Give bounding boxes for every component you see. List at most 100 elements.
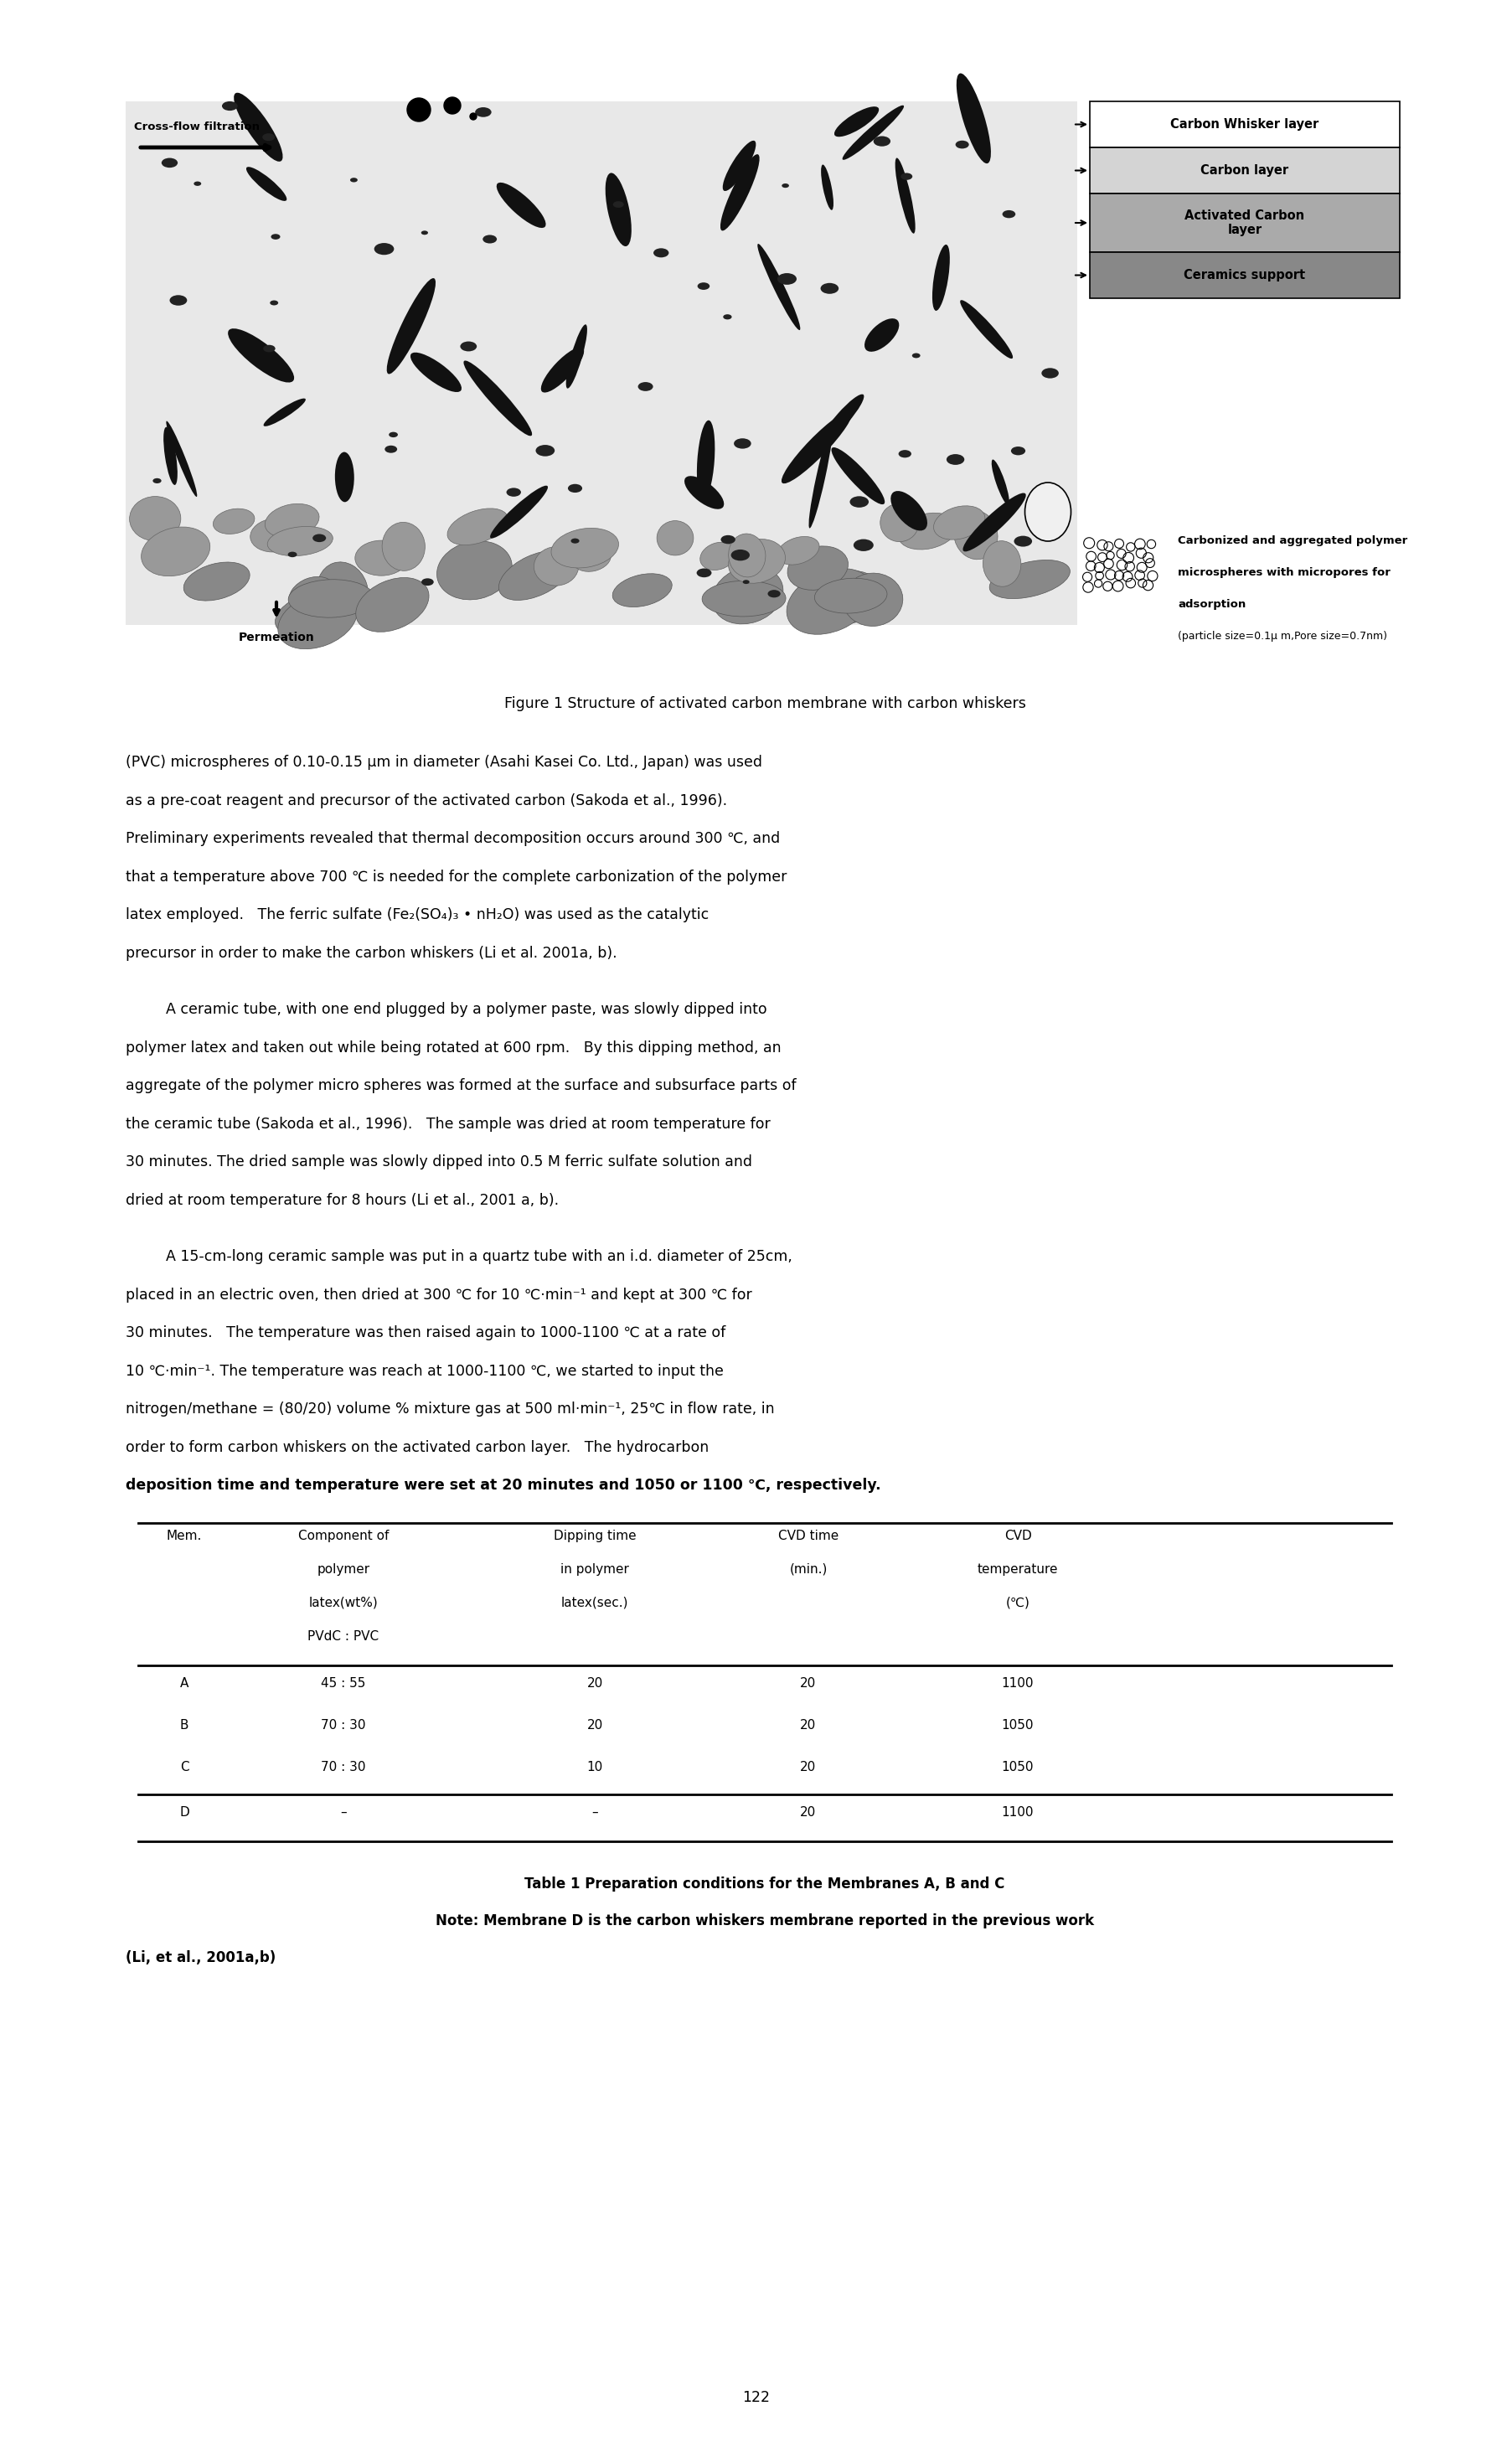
- Ellipse shape: [653, 247, 668, 257]
- Ellipse shape: [355, 577, 429, 631]
- Ellipse shape: [782, 411, 851, 485]
- Ellipse shape: [275, 592, 340, 634]
- Text: the ceramic tube (Sakoda et al., 1996).   The sample was dried at room temperatu: the ceramic tube (Sakoda et al., 1996). …: [125, 1116, 770, 1131]
- Ellipse shape: [271, 235, 280, 240]
- Ellipse shape: [700, 543, 735, 570]
- Ellipse shape: [898, 514, 957, 551]
- Ellipse shape: [490, 485, 547, 538]
- Text: Carbon layer: Carbon layer: [1201, 164, 1288, 176]
- Ellipse shape: [407, 98, 431, 122]
- Ellipse shape: [448, 509, 508, 546]
- Ellipse shape: [960, 301, 1012, 360]
- Ellipse shape: [246, 166, 287, 201]
- Text: Carbon Whisker layer: Carbon Whisker layer: [1170, 117, 1318, 130]
- Ellipse shape: [234, 93, 283, 162]
- Ellipse shape: [162, 159, 177, 169]
- Ellipse shape: [437, 541, 511, 600]
- Ellipse shape: [384, 445, 398, 453]
- Text: microspheres with micropores for: microspheres with micropores for: [1178, 568, 1390, 577]
- Text: Permeation: Permeation: [239, 631, 314, 644]
- Text: 1050: 1050: [1001, 1759, 1033, 1774]
- Text: order to form carbon whiskers on the activated carbon layer.   The hydrocarbon: order to form carbon whiskers on the act…: [125, 1439, 709, 1454]
- Ellipse shape: [612, 573, 671, 607]
- Ellipse shape: [1040, 367, 1058, 379]
- Ellipse shape: [730, 551, 750, 560]
- Ellipse shape: [697, 421, 715, 499]
- Ellipse shape: [842, 105, 903, 159]
- Text: (PVC) microspheres of 0.10-0.15 μm in diameter (Asahi Kasei Co. Ltd., Japan) was: (PVC) microspheres of 0.10-0.15 μm in di…: [125, 754, 762, 771]
- Ellipse shape: [570, 538, 579, 543]
- Ellipse shape: [833, 108, 878, 137]
- Text: Note: Membrane D is the carbon whiskers membrane reported in the previous work: Note: Membrane D is the carbon whiskers …: [435, 1914, 1093, 1928]
- Text: A ceramic tube, with one end plugged by a polymer paste, was slowly dipped into: A ceramic tube, with one end plugged by …: [166, 1001, 767, 1018]
- Ellipse shape: [638, 382, 653, 392]
- Ellipse shape: [842, 573, 903, 626]
- Text: aggregate of the polymer micro spheres was formed at the surface and subsurface : aggregate of the polymer micro spheres w…: [125, 1079, 795, 1094]
- Text: 20: 20: [800, 1718, 816, 1730]
- Text: A 15-cm-long ceramic sample was put in a quartz tube with an i.d. diameter of 25: A 15-cm-long ceramic sample was put in a…: [166, 1248, 792, 1265]
- Ellipse shape: [355, 541, 408, 575]
- Text: temperature: temperature: [977, 1564, 1057, 1576]
- Text: 10 ℃·min⁻¹. The temperature was reach at 1000-1100 ℃, we started to input the: 10 ℃·min⁻¹. The temperature was reach at…: [125, 1363, 723, 1378]
- Ellipse shape: [895, 159, 915, 232]
- Ellipse shape: [268, 526, 333, 555]
- Ellipse shape: [891, 492, 927, 531]
- Text: 1100: 1100: [1001, 1676, 1033, 1688]
- Ellipse shape: [194, 181, 201, 186]
- Ellipse shape: [656, 521, 692, 555]
- Ellipse shape: [475, 108, 491, 117]
- Ellipse shape: [166, 421, 197, 497]
- Ellipse shape: [989, 560, 1069, 600]
- Ellipse shape: [931, 245, 950, 311]
- Ellipse shape: [1010, 445, 1025, 455]
- Ellipse shape: [460, 343, 476, 352]
- Ellipse shape: [605, 174, 631, 247]
- Ellipse shape: [912, 352, 919, 357]
- Text: 122: 122: [742, 2391, 770, 2405]
- Text: placed in an electric oven, then dried at 300 ℃ for 10 ℃·min⁻¹ and kept at 300 ℃: placed in an electric oven, then dried a…: [125, 1287, 751, 1302]
- Ellipse shape: [373, 242, 393, 254]
- Ellipse shape: [933, 507, 984, 541]
- Ellipse shape: [786, 568, 872, 634]
- Ellipse shape: [612, 201, 623, 208]
- Text: latex(wt%): latex(wt%): [308, 1595, 378, 1608]
- Ellipse shape: [853, 538, 872, 551]
- Ellipse shape: [482, 235, 496, 242]
- Ellipse shape: [723, 139, 756, 191]
- Ellipse shape: [782, 184, 789, 188]
- Ellipse shape: [777, 536, 820, 565]
- Text: 45 : 55: 45 : 55: [321, 1676, 366, 1688]
- Ellipse shape: [702, 580, 785, 617]
- Text: (particle size=0.1μ m,Pore size=0.7nm): (particle size=0.1μ m,Pore size=0.7nm): [1178, 631, 1387, 641]
- Text: Component of: Component of: [298, 1529, 389, 1542]
- Ellipse shape: [507, 487, 520, 497]
- Text: nitrogen/methane = (80/20) volume % mixture gas at 500 ml·min⁻¹, 25℃ in flow rat: nitrogen/methane = (80/20) volume % mixt…: [125, 1402, 774, 1417]
- Text: latex(sec.): latex(sec.): [561, 1595, 627, 1608]
- Ellipse shape: [443, 98, 461, 115]
- Ellipse shape: [567, 485, 582, 492]
- Ellipse shape: [541, 347, 584, 392]
- Bar: [1089, 147, 1399, 193]
- Bar: [1089, 100, 1399, 147]
- Ellipse shape: [265, 504, 319, 538]
- Text: latex employed.   The ferric sulfate (Fe₂(SO₄)₃ • nH₂O) was used as the catalyti: latex employed. The ferric sulfate (Fe₂(…: [125, 908, 709, 923]
- Ellipse shape: [947, 455, 963, 465]
- Ellipse shape: [463, 360, 532, 436]
- Ellipse shape: [383, 521, 425, 570]
- Text: Figure 1 Structure of activated carbon membrane with carbon whiskers: Figure 1 Structure of activated carbon m…: [503, 695, 1025, 712]
- Text: in polymer: in polymer: [559, 1564, 629, 1576]
- Ellipse shape: [850, 497, 868, 507]
- Ellipse shape: [733, 438, 750, 448]
- Ellipse shape: [422, 577, 434, 585]
- Ellipse shape: [801, 570, 888, 624]
- Ellipse shape: [183, 563, 249, 600]
- Ellipse shape: [565, 325, 587, 389]
- Ellipse shape: [313, 533, 327, 543]
- Text: Activated Carbon
layer: Activated Carbon layer: [1184, 210, 1303, 237]
- Ellipse shape: [821, 394, 863, 443]
- Ellipse shape: [723, 313, 732, 321]
- Ellipse shape: [387, 279, 435, 374]
- Ellipse shape: [130, 497, 181, 541]
- Text: 10: 10: [587, 1759, 602, 1774]
- Text: CVD: CVD: [1004, 1529, 1031, 1542]
